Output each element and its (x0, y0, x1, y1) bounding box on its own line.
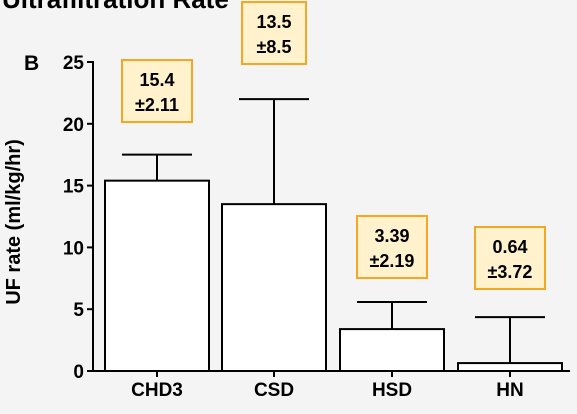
annotation-sd: ±8.5 (257, 37, 292, 57)
annotation-box (241, 1, 307, 65)
y-tick-label: 15 (63, 177, 85, 198)
plot-area: 0 5 10 15 20 25 CHD3 CSD HSD HN 15.4 ±2.11 13.5 ±8.5 3… (63, 1, 570, 401)
y-tick-label: 20 (63, 115, 84, 136)
annotation-box (356, 215, 428, 279)
annotation-sd: ±2.11 (135, 95, 179, 115)
bar (457, 362, 563, 372)
value-annotation: 3.39 ±2.19 (356, 215, 428, 279)
x-tick-label: CHD3 (131, 380, 183, 401)
x-tick-label: HN (496, 380, 523, 401)
annotation-box (474, 226, 546, 290)
bar (221, 203, 327, 372)
annotation-sd: ±3.72 (488, 262, 533, 282)
chart-title: Ultrafiltration Rate (2, 0, 229, 14)
annotation-mean: 0.64 (492, 237, 527, 257)
annotation-mean: 13.5 (256, 12, 291, 32)
y-axis-label: UF rate (ml/kg/hr) (3, 139, 25, 305)
value-annotation: 13.5 ±8.5 (241, 1, 307, 65)
panel-letter: B (24, 52, 39, 75)
annotation-box (121, 59, 193, 123)
y-tick-label: 0 (73, 362, 84, 383)
annotation-sd: ±2.19 (370, 251, 415, 271)
value-annotation: 15.4 ±2.11 (121, 59, 193, 123)
y-tick-label: 5 (73, 300, 84, 321)
value-annotation: 0.64 ±3.72 (474, 226, 546, 290)
y-tick-label: 25 (63, 53, 85, 74)
annotation-mean: 15.4 (139, 70, 174, 90)
annotation-mean: 3.39 (374, 226, 409, 246)
bar (104, 179, 210, 372)
x-tick-label: HSD (372, 380, 412, 401)
x-tick-label: CSD (254, 380, 294, 401)
y-tick-label: 10 (63, 238, 84, 259)
bar (339, 328, 445, 373)
